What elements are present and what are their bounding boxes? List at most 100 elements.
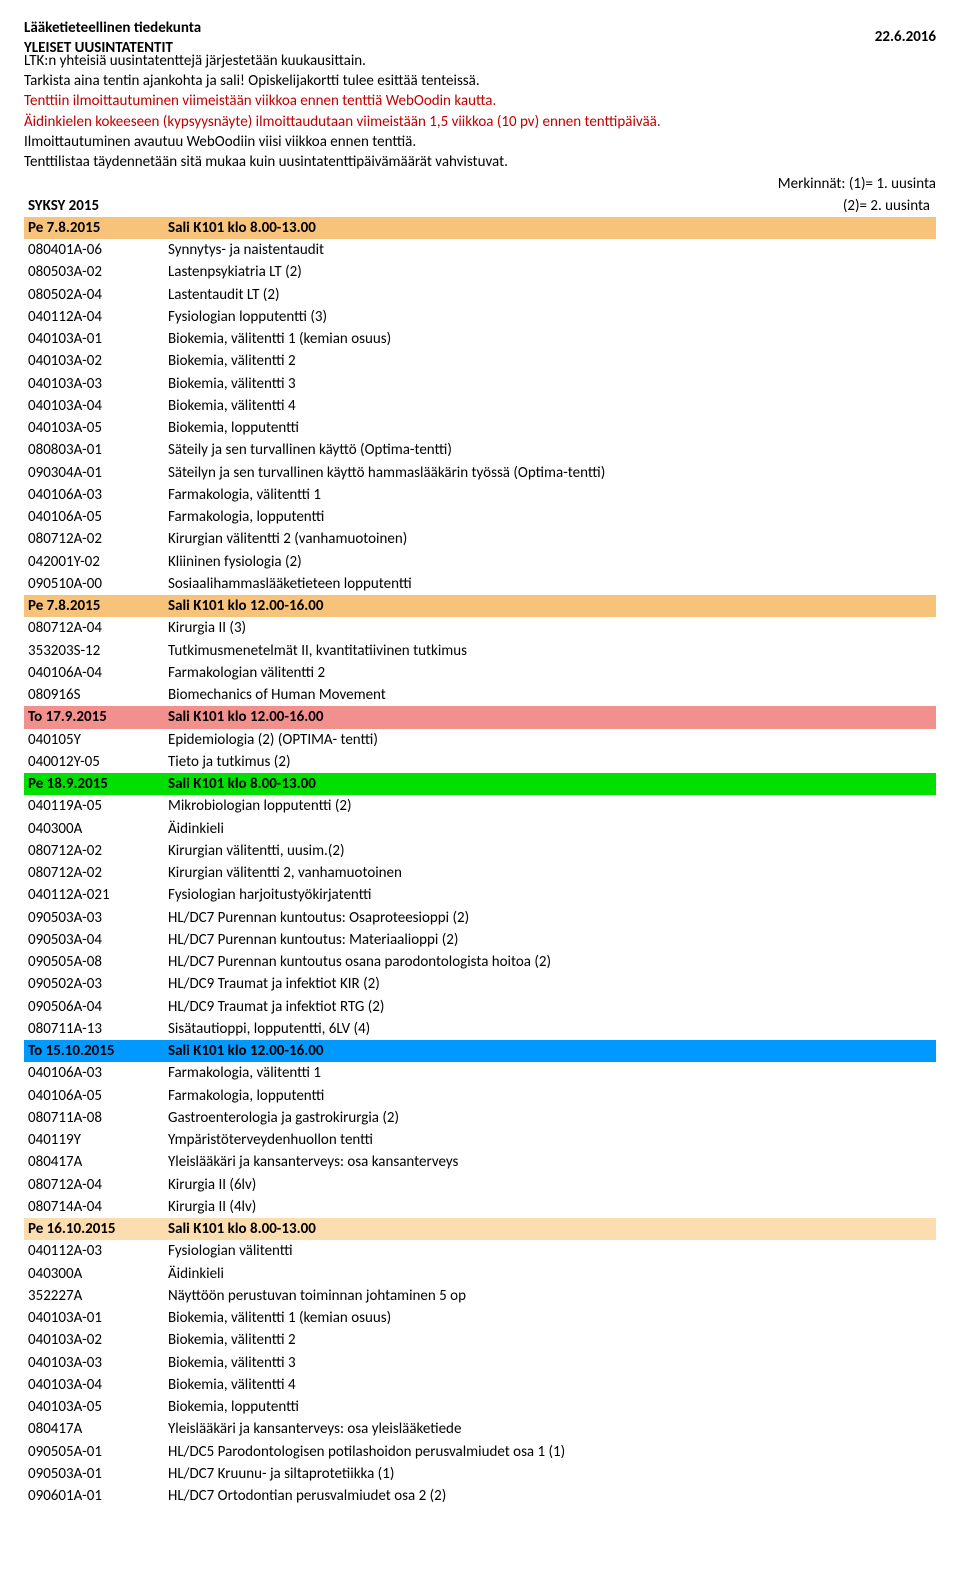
exam-row: 080711A-08Gastroenterologia ja gastrokir… [24,1107,936,1129]
course-description: Biokemia, välitentti 1 (kemian osuus) [164,1307,936,1329]
semester-label: SYKSY 2015 [24,195,164,217]
course-description: Biokemia, välitentti 4 [164,395,936,417]
course-description: HL/DC5 Parodontologisen potilashoidon pe… [164,1441,936,1463]
exam-row: 040103A-02Biokemia, välitentti 2 [24,350,936,372]
course-description: Biokemia, välitentti 3 [164,1352,936,1374]
exam-row: 080712A-04Kirurgia II (3) [24,617,936,639]
exam-row: 090510A-00Sosiaalihammaslääketieteen lop… [24,573,936,595]
course-code: 080712A-04 [24,1174,164,1196]
intro-line: Tarkista aina tentin ajankohta ja sali! … [24,71,936,91]
exam-row: 090304A-01Säteilyn ja sen turvallinen kä… [24,462,936,484]
course-code: 040105Y [24,729,164,751]
course-description: HL/DC7 Purennan kuntoutus: Osaproteesiop… [164,907,936,929]
legend-primary: Merkinnät: (1)= 1. uusinta [24,174,936,194]
exam-row: 040300AÄidinkieli [24,1263,936,1285]
course-code: 040106A-04 [24,662,164,684]
course-code: 040103A-05 [24,417,164,439]
course-description: Biokemia, välitentti 2 [164,1329,936,1351]
exam-row: 040012Y-05Tieto ja tutkimus (2) [24,751,936,773]
course-code: 040103A-03 [24,373,164,395]
course-code: 040103A-04 [24,1374,164,1396]
exam-row: 080417AYleislääkäri ja kansanterveys: os… [24,1418,936,1440]
course-code: 040103A-02 [24,350,164,372]
course-code: 040106A-05 [24,1085,164,1107]
section-date: Pe 16.10.2015 [24,1218,164,1240]
course-code: 080803A-01 [24,439,164,461]
course-description: Äidinkieli [164,818,936,840]
course-code: 080712A-02 [24,862,164,884]
exam-row: 080711A-13Sisätautioppi, lopputentti, 6L… [24,1018,936,1040]
course-code: 090505A-01 [24,1441,164,1463]
intro-line: Tenttiin ilmoittautuminen viimeistään vi… [24,91,936,111]
exam-row: 040112A-03Fysiologian välitentti [24,1240,936,1262]
course-description: Äidinkieli [164,1263,936,1285]
course-code: 090503A-04 [24,929,164,951]
course-description: Synnytys- ja naistentaudit [164,239,936,261]
course-code: 080503A-02 [24,261,164,283]
course-description: Kirurgian välitentti 2, vanhamuotoinen [164,862,936,884]
exam-row: 090503A-01HL/DC7 Kruunu- ja siltaproteti… [24,1463,936,1485]
course-code: 040103A-02 [24,1329,164,1351]
exam-row: 080712A-04Kirurgia II (6lv) [24,1174,936,1196]
section-header-row: To 15.10.2015Sali K101 klo 12.00-16.00 [24,1040,936,1062]
course-description: Lastentaudit LT (2) [164,284,936,306]
course-description: Säteily ja sen turvallinen käyttö (Optim… [164,439,936,461]
exam-row: 080803A-01Säteily ja sen turvallinen käy… [24,439,936,461]
page: Lääketieteellinen tiedekunta YLEISET UUS… [0,0,960,1525]
exam-row: 090506A-04HL/DC9 Traumat ja infektiot RT… [24,996,936,1018]
course-description: Biokemia, välitentti 2 [164,350,936,372]
semester-row: SYKSY 2015 (2)= 2. uusinta [24,195,936,217]
course-description: Farmakologia, lopputentti [164,1085,936,1107]
course-description: Farmakologia, lopputentti [164,506,936,528]
course-code: 080712A-02 [24,528,164,550]
course-description: Yleislääkäri ja kansanterveys: osa kansa… [164,1151,936,1173]
section-session: Sali K101 klo 8.00-13.00 [164,1218,936,1240]
course-description: Farmakologia, välitentti 1 [164,484,936,506]
exam-row: 040119YYmpäristöterveydenhuollon tentti [24,1129,936,1151]
exam-row: 080714A-04Kirurgia II (4lv) [24,1196,936,1218]
exam-row: 080712A-02Kirurgian välitentti, uusim.(2… [24,840,936,862]
course-code: 040103A-01 [24,1307,164,1329]
course-code: 080711A-13 [24,1018,164,1040]
course-description: Mikrobiologian lopputentti (2) [164,795,936,817]
course-code: 080712A-04 [24,617,164,639]
exam-table: Pe 7.8.2015Sali K101 klo 8.00-13.0008040… [24,217,936,1508]
course-description: Sisätautioppi, lopputentti, 6LV (4) [164,1018,936,1040]
section-session: Sali K101 klo 8.00-13.00 [164,217,936,239]
exam-row: 080503A-02Lastenpsykiatria LT (2) [24,261,936,283]
course-code: 040119Y [24,1129,164,1151]
course-code: 040103A-03 [24,1352,164,1374]
exam-row: 090505A-08HL/DC7 Purennan kuntoutus osan… [24,951,936,973]
exam-row: 040300AÄidinkieli [24,818,936,840]
exam-row: 080712A-02Kirurgian välitentti 2 (vanham… [24,528,936,550]
course-code: 090304A-01 [24,462,164,484]
course-code: 040103A-05 [24,1396,164,1418]
intro-text: LTK:n yhteisiä uusintatenttejä järjestet… [24,51,936,173]
course-description: Fysiologian harjoitustyökirjatentti [164,884,936,906]
course-description: Kliininen fysiologia (2) [164,551,936,573]
course-code: 080711A-08 [24,1107,164,1129]
course-description: Biokemia, lopputentti [164,417,936,439]
course-description: HL/DC7 Kruunu- ja siltaprotetiikka (1) [164,1463,936,1485]
course-description: Ympäristöterveydenhuollon tentti [164,1129,936,1151]
exam-row: 090505A-01HL/DC5 Parodontologisen potila… [24,1441,936,1463]
course-description: Gastroenterologia ja gastrokirurgia (2) [164,1107,936,1129]
course-code: 090510A-00 [24,573,164,595]
course-description: Biokemia, lopputentti [164,1396,936,1418]
course-description: HL/DC7 Ortodontian perusvalmiudet osa 2 … [164,1485,936,1507]
intro-line: Ilmoittautuminen avautuu WebOodiin viisi… [24,132,936,152]
exam-row: 090502A-03HL/DC9 Traumat ja infektiot KI… [24,973,936,995]
course-code: 040103A-04 [24,395,164,417]
course-description: Tieto ja tutkimus (2) [164,751,936,773]
exam-row: 040103A-03Biokemia, välitentti 3 [24,1352,936,1374]
course-code: 040106A-05 [24,506,164,528]
course-code: 090506A-04 [24,996,164,1018]
intro-line: Äidinkielen kokeeseen (kypsyysnäyte) ilm… [24,112,936,132]
course-description: HL/DC7 Purennan kuntoutus osana parodont… [164,951,936,973]
course-description: Kirurgia II (3) [164,617,936,639]
course-code: 353203S-12 [24,640,164,662]
course-code: 040112A-03 [24,1240,164,1262]
course-description: HL/DC7 Purennan kuntoutus: Materiaaliopp… [164,929,936,951]
section-header-row: Pe 16.10.2015Sali K101 klo 8.00-13.00 [24,1218,936,1240]
course-description: Näyttöön perustuvan toiminnan johtaminen… [164,1285,936,1307]
